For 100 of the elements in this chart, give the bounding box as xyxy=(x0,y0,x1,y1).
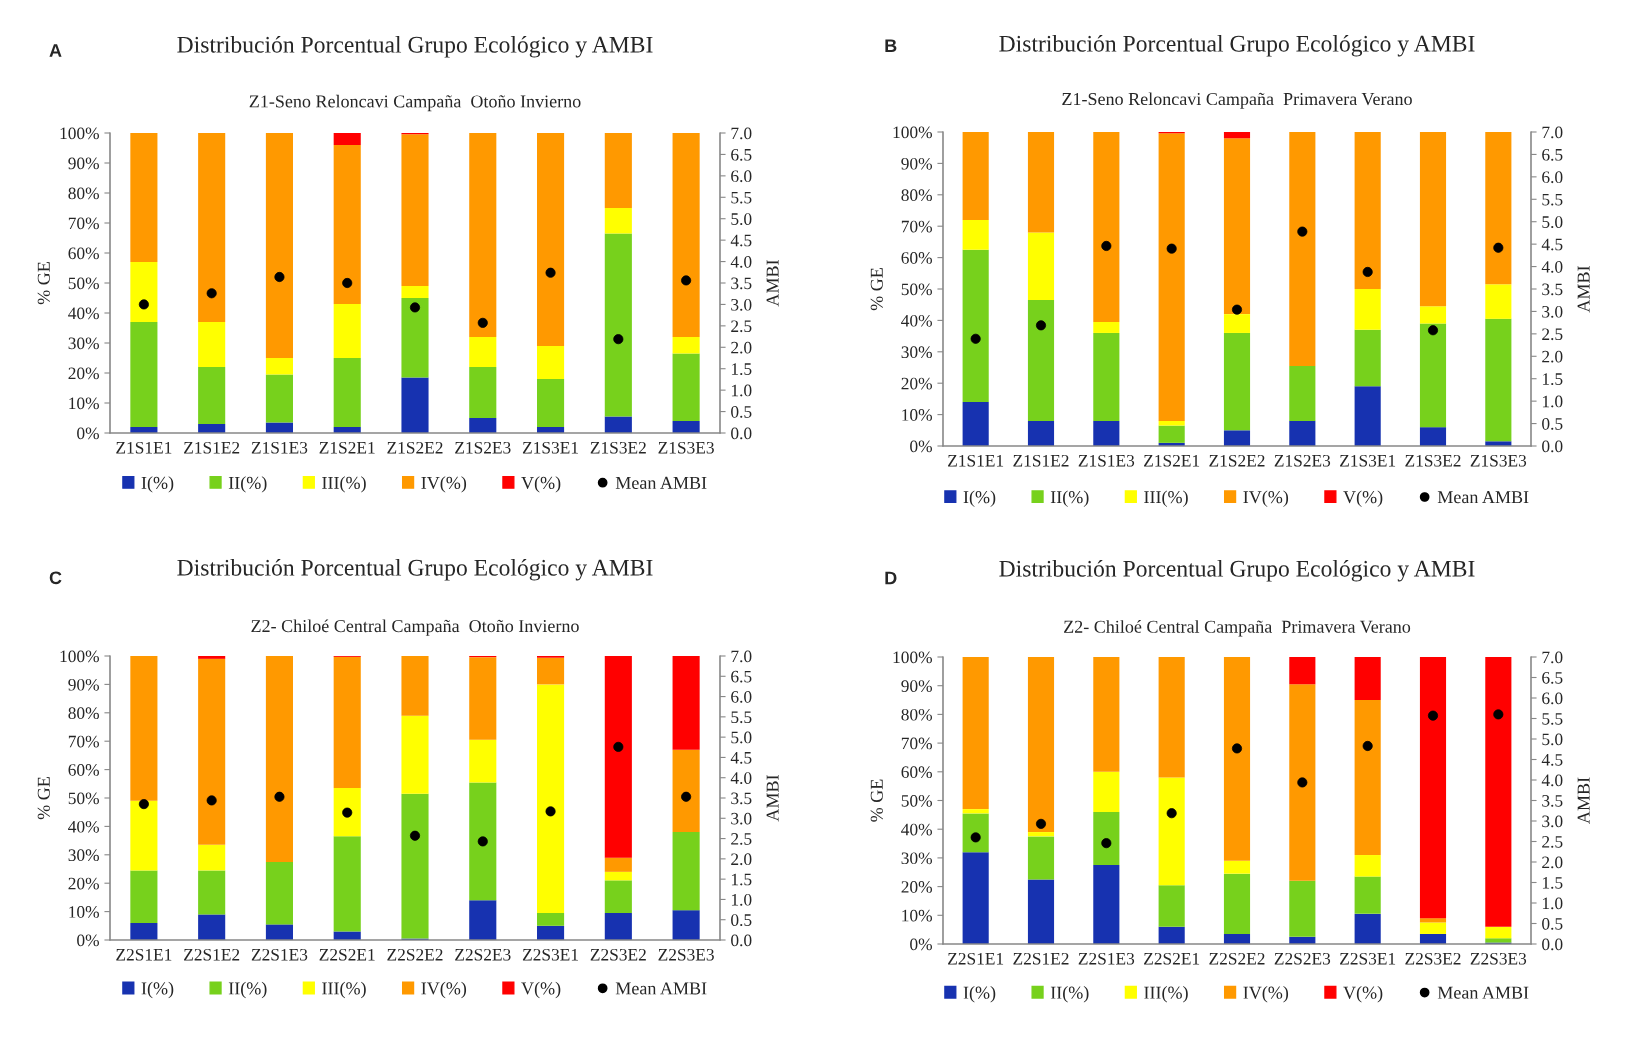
y-tick-label: 30% xyxy=(68,337,99,350)
y2-tick-label: 0.5 xyxy=(731,914,752,926)
y2-tick-label: 3.0 xyxy=(1542,815,1563,828)
legend-label: III(%) xyxy=(1144,986,1188,1003)
chart-subtitle: Z2- Chiloé Central Campaña Otoño Invierno xyxy=(251,619,579,636)
y-tick-label: 70% xyxy=(68,735,99,748)
y2-tick-label: 6.0 xyxy=(1542,171,1563,184)
y2-tick-label: 7.0 xyxy=(1542,126,1563,139)
y-tick-label: 0% xyxy=(910,440,932,453)
y2-tick-label: 5.0 xyxy=(731,731,752,744)
x-tick-label: Z1S3E2 xyxy=(1405,454,1461,467)
y-tick-label: 100% xyxy=(60,650,99,663)
y2-axis-title: AMBI xyxy=(1577,777,1590,824)
y2-tick-label: 0.0 xyxy=(731,427,752,440)
y-tick-label: 100% xyxy=(60,127,99,140)
y-axis-title: % GE xyxy=(37,262,50,305)
legend-label: IV(%) xyxy=(421,981,467,999)
y2-tick-label: 5.5 xyxy=(731,711,752,724)
y2-tick-label: 7.0 xyxy=(731,650,752,663)
y2-tick-label: 6.5 xyxy=(731,148,752,161)
y2-tick-label: 1.0 xyxy=(731,893,752,906)
x-tick-label: Z1S3E1 xyxy=(522,441,578,454)
legend-label: III(%) xyxy=(1144,490,1188,507)
y2-tick-label: 3.0 xyxy=(731,812,752,825)
y2-tick-label: 6.5 xyxy=(1542,672,1563,684)
x-tick-label: Z1S3E1 xyxy=(1340,454,1396,467)
y-tick-label: 70% xyxy=(901,220,932,233)
chart-subtitle: Z1-Seno Reloncavi Campaña Otoño Invierno xyxy=(249,94,581,112)
y2-tick-label: 3.5 xyxy=(1542,283,1563,296)
y-tick-label: 70% xyxy=(901,737,932,750)
x-tick-label: Z1S2E2 xyxy=(387,441,443,454)
y-tick-label: 50% xyxy=(68,277,99,290)
text: D xyxy=(885,571,897,585)
y-tick-label: 30% xyxy=(901,852,932,865)
y2-tick-label: 2.0 xyxy=(731,341,752,354)
y-tick-label: 90% xyxy=(68,157,99,170)
y-tick-label: 10% xyxy=(69,906,99,918)
y-tick-label: 100% xyxy=(893,126,932,139)
y-tick-label: 0% xyxy=(77,427,99,440)
legend-label: V(%) xyxy=(521,476,561,493)
y2-tick-label: 1.5 xyxy=(731,873,752,886)
y2-tick-label: 2.5 xyxy=(731,320,752,333)
y2-tick-label: 3.5 xyxy=(731,277,752,290)
x-tick-label: Z1S2E3 xyxy=(455,441,511,454)
y2-tick-label: 4.0 xyxy=(1541,774,1563,787)
x-tick-label: Z1S3E3 xyxy=(1470,454,1527,467)
y-tick-label: 40% xyxy=(68,820,99,833)
y-tick-label: 80% xyxy=(901,708,932,721)
y-axis-title: % GE xyxy=(870,268,883,311)
legend-label: I(%) xyxy=(141,981,174,999)
x-tick-label: Z2S3E1 xyxy=(1340,952,1396,965)
y-tick-label: 10% xyxy=(69,397,99,410)
y2-tick-label: 4.5 xyxy=(1541,238,1563,251)
legend-label: I(%) xyxy=(963,490,996,507)
y-tick-label: 70% xyxy=(68,217,99,230)
chart-subtitle: Z2- Chiloé Central Campaña Primavera Verano xyxy=(1064,620,1411,637)
y2-tick-label: 3.5 xyxy=(1542,795,1563,807)
y2-tick-label: 4.5 xyxy=(730,752,752,764)
x-tick-label: Z1S1E2 xyxy=(184,441,240,454)
y2-tick-label: 3.0 xyxy=(1542,305,1563,318)
y2-tick-label: 7.0 xyxy=(731,127,752,140)
y2-tick-label: 1.0 xyxy=(731,384,752,397)
x-tick-label: Z1S1E1 xyxy=(116,441,172,454)
x-tick-label: Z1S2E3 xyxy=(1274,454,1331,467)
x-tick-label: Z2S1E3 xyxy=(251,948,308,961)
x-tick-label: Z1S3E2 xyxy=(590,441,646,454)
y2-tick-label: 5.0 xyxy=(1542,733,1563,746)
text: C xyxy=(49,571,62,585)
y-tick-label: 0% xyxy=(77,934,99,947)
y-tick-label: 50% xyxy=(68,792,99,805)
y2-tick-label: 2.0 xyxy=(731,853,752,866)
y-tick-label: 60% xyxy=(68,764,99,776)
legend-label: III(%) xyxy=(322,476,366,493)
y-tick-label: 40% xyxy=(901,314,932,327)
chart-subtitle: Z1-Seno Reloncavi Campaña Primavera Verano xyxy=(1062,92,1412,109)
x-tick-label: Z2S2E1 xyxy=(1144,952,1200,965)
x-tick-label: Z2S2E3 xyxy=(1274,952,1331,965)
x-tick-label: Z2S2E3 xyxy=(455,948,511,961)
y2-tick-label: 6.0 xyxy=(1542,692,1563,705)
x-tick-label: Z2S3E1 xyxy=(522,948,578,961)
legend-label: V(%) xyxy=(1343,490,1383,507)
x-tick-label: Z1S1E3 xyxy=(1078,454,1135,467)
y2-tick-label: 0.5 xyxy=(731,406,752,418)
x-tick-label: Z1S1E1 xyxy=(948,454,1004,467)
y-tick-label: 0% xyxy=(910,938,932,951)
legend-label: IV(%) xyxy=(1243,490,1289,507)
y2-axis-title: AMBI xyxy=(766,775,779,822)
y-tick-label: 40% xyxy=(901,823,932,836)
legend-label: Mean AMBI xyxy=(1437,986,1529,999)
x-tick-label: Z1S1E2 xyxy=(1013,454,1069,467)
y-tick-label: 20% xyxy=(901,881,932,893)
legend-label: Mean AMBI xyxy=(615,476,707,489)
y2-tick-label: 7.0 xyxy=(1542,651,1563,664)
y-tick-label: 90% xyxy=(901,680,932,692)
legend-label: II(%) xyxy=(228,981,267,999)
y2-tick-label: 4.5 xyxy=(1541,754,1563,766)
legend-label: V(%) xyxy=(521,981,561,999)
x-tick-label: Z2S1E2 xyxy=(1013,952,1069,965)
y-tick-label: 100% xyxy=(893,651,932,664)
x-tick-label: Z2S1E1 xyxy=(116,948,172,961)
